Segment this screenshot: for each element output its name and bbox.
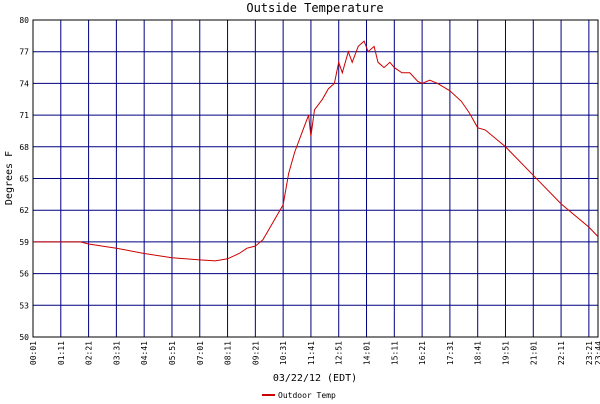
- x-tick-label: 22:11: [557, 341, 566, 365]
- y-axis-label: Degrees F: [4, 151, 15, 205]
- x-tick-label: 23:21: [585, 341, 594, 365]
- data-line: [33, 40, 599, 262]
- y-tick-label: 56: [19, 270, 29, 279]
- y-tick-label: 53: [19, 301, 29, 310]
- x-tick-label: 08:11: [224, 341, 233, 365]
- x-tick-label: 02:21: [85, 341, 94, 365]
- y-tick-label: 80: [19, 16, 29, 25]
- x-tick-label: 12:51: [335, 341, 344, 365]
- x-tick-label: 16:21: [418, 341, 427, 365]
- y-tick-label: 71: [19, 111, 29, 120]
- y-tick-label: 59: [19, 238, 29, 247]
- y-tick-label: 50: [19, 333, 29, 342]
- y-tick-label: 77: [19, 48, 29, 57]
- chart-title: Outside Temperature: [246, 1, 383, 15]
- x-tick-label: 11:41: [307, 341, 316, 365]
- y-tick-label: 65: [19, 175, 29, 184]
- x-tick-label: 07:01: [196, 341, 205, 365]
- plot-border: [32, 19, 599, 338]
- y-tick-label: 74: [19, 79, 29, 88]
- y-tick-label: 68: [19, 143, 29, 152]
- x-tick-label: 15:11: [390, 341, 399, 365]
- x-tick-label: 04:41: [140, 341, 149, 365]
- x-tick-label: 10:31: [279, 341, 288, 365]
- x-tick-label: 00:01: [29, 341, 38, 365]
- y-tick-label: 62: [19, 206, 29, 215]
- x-tick-label: 03:31: [112, 341, 121, 365]
- x-tick-label: 19:51: [501, 341, 510, 365]
- legend-label: Outdoor Temp: [278, 391, 336, 400]
- x-tick-label: 21:01: [529, 341, 538, 365]
- x-tick-label: 14:01: [363, 341, 372, 365]
- x-tick-label: 01:11: [57, 341, 66, 365]
- x-tick-label: 18:41: [474, 341, 483, 365]
- x-axis-label: 03/22/12 (EDT): [273, 373, 357, 384]
- x-tick-label: 17:31: [446, 341, 455, 365]
- x-tick-label: 05:51: [168, 341, 177, 365]
- x-tick-label: 09:21: [251, 341, 260, 365]
- x-tick-label: 23:44: [594, 341, 600, 365]
